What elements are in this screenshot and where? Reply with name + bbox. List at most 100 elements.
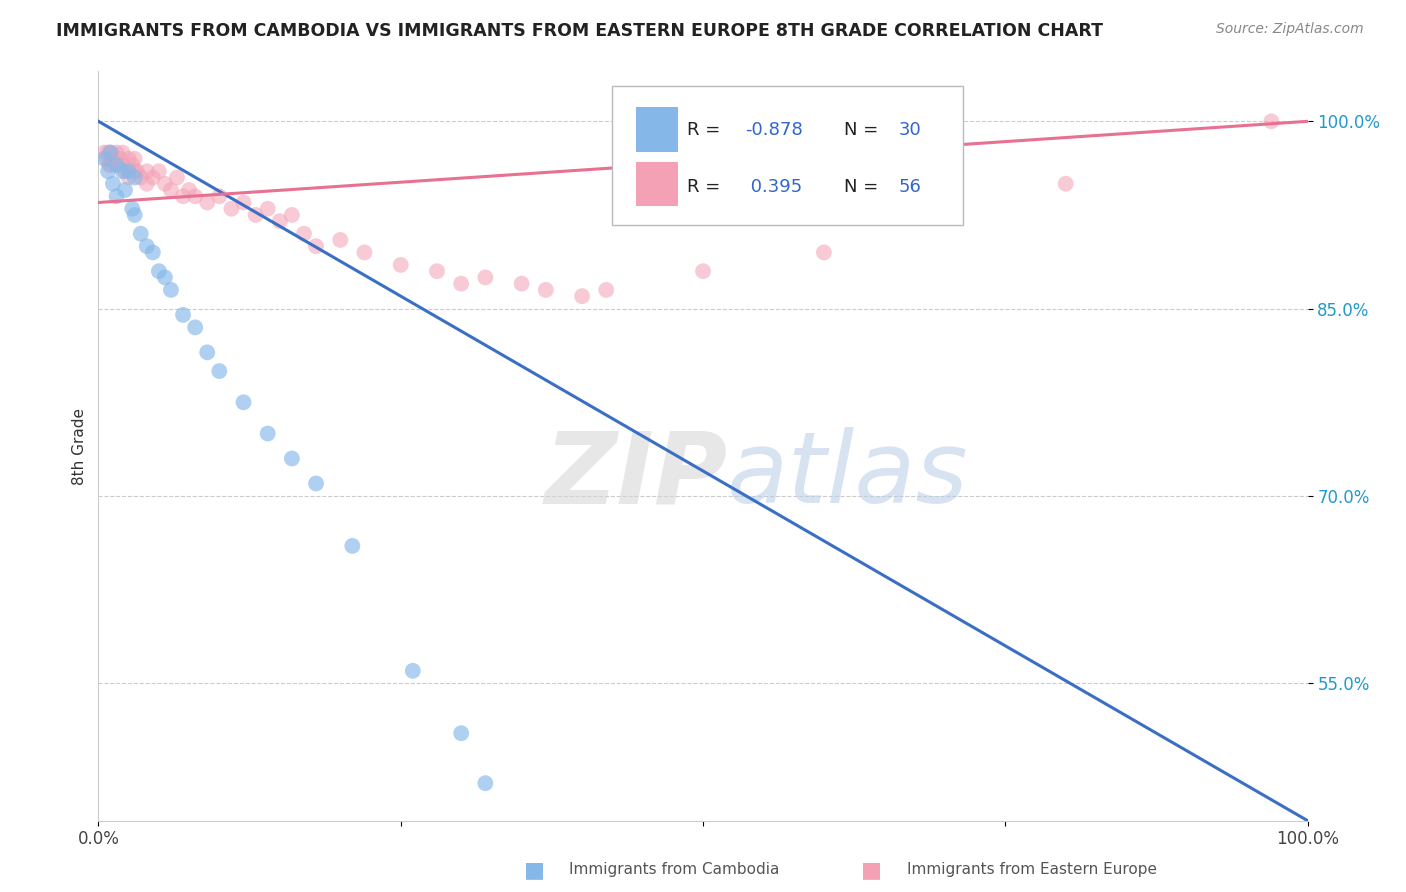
Point bbox=[111, 145, 134, 160]
Point bbox=[450, 726, 472, 740]
Point bbox=[96, 152, 118, 166]
Text: 30: 30 bbox=[898, 120, 922, 139]
Point bbox=[426, 264, 449, 278]
Point bbox=[101, 152, 124, 166]
Text: R =: R = bbox=[688, 120, 727, 139]
Point bbox=[100, 158, 122, 172]
Point bbox=[97, 145, 120, 160]
Point bbox=[813, 245, 835, 260]
Point bbox=[121, 158, 143, 172]
Point bbox=[245, 208, 267, 222]
Text: Source: ZipAtlas.com: Source: ZipAtlas.com bbox=[1216, 22, 1364, 37]
Point bbox=[1054, 177, 1077, 191]
Point bbox=[127, 164, 149, 178]
Point bbox=[160, 183, 183, 197]
Text: -0.878: -0.878 bbox=[745, 120, 803, 139]
Point bbox=[160, 283, 183, 297]
Point bbox=[124, 164, 146, 178]
Point bbox=[98, 158, 121, 172]
Point bbox=[142, 245, 165, 260]
Point bbox=[1260, 114, 1282, 128]
Text: 0.395: 0.395 bbox=[745, 178, 803, 196]
Point bbox=[93, 152, 115, 166]
Point bbox=[166, 170, 188, 185]
Point bbox=[108, 152, 131, 166]
Point bbox=[114, 164, 136, 178]
Point bbox=[232, 195, 254, 210]
Point bbox=[153, 177, 176, 191]
Point bbox=[184, 320, 207, 334]
Point bbox=[118, 152, 141, 166]
Point bbox=[195, 345, 218, 359]
Y-axis label: 8th Grade: 8th Grade bbox=[72, 408, 87, 484]
FancyBboxPatch shape bbox=[637, 162, 678, 206]
Point bbox=[256, 426, 278, 441]
Point bbox=[153, 270, 176, 285]
Text: 56: 56 bbox=[898, 178, 922, 196]
Point bbox=[105, 158, 128, 172]
Point bbox=[118, 164, 141, 178]
Point bbox=[292, 227, 315, 241]
Point bbox=[595, 283, 617, 297]
Point bbox=[105, 145, 128, 160]
Point bbox=[135, 177, 157, 191]
Point bbox=[342, 539, 364, 553]
Point bbox=[305, 239, 328, 253]
Point bbox=[100, 145, 122, 160]
Point bbox=[114, 183, 136, 197]
Point bbox=[129, 227, 152, 241]
Point bbox=[281, 451, 304, 466]
Point bbox=[118, 170, 141, 185]
Text: IMMIGRANTS FROM CAMBODIA VS IMMIGRANTS FROM EASTERN EUROPE 8TH GRADE CORRELATION: IMMIGRANTS FROM CAMBODIA VS IMMIGRANTS F… bbox=[56, 22, 1104, 40]
Point bbox=[329, 233, 352, 247]
Point bbox=[208, 189, 231, 203]
FancyBboxPatch shape bbox=[613, 87, 963, 225]
Point bbox=[221, 202, 243, 216]
Point bbox=[101, 177, 124, 191]
Point bbox=[402, 664, 425, 678]
Point bbox=[450, 277, 472, 291]
Point bbox=[148, 164, 170, 178]
Point bbox=[135, 239, 157, 253]
Point bbox=[184, 189, 207, 203]
Text: Immigrants from Cambodia: Immigrants from Cambodia bbox=[569, 863, 780, 877]
Point bbox=[232, 395, 254, 409]
Text: ■: ■ bbox=[862, 860, 882, 880]
Text: ZIP: ZIP bbox=[544, 427, 727, 524]
Point bbox=[172, 308, 194, 322]
Text: N =: N = bbox=[845, 178, 884, 196]
Text: ■: ■ bbox=[524, 860, 544, 880]
Text: Immigrants from Eastern Europe: Immigrants from Eastern Europe bbox=[907, 863, 1157, 877]
Point bbox=[111, 158, 134, 172]
Point bbox=[534, 283, 557, 297]
Point bbox=[124, 152, 146, 166]
Point bbox=[100, 152, 122, 166]
Point bbox=[93, 145, 115, 160]
Point bbox=[148, 264, 170, 278]
Point bbox=[129, 170, 152, 185]
Point bbox=[105, 158, 128, 172]
Point bbox=[124, 170, 146, 185]
Point bbox=[281, 208, 304, 222]
Point bbox=[179, 183, 201, 197]
Point bbox=[692, 264, 714, 278]
Point bbox=[389, 258, 412, 272]
Point bbox=[571, 289, 593, 303]
Text: N =: N = bbox=[845, 120, 884, 139]
Point bbox=[105, 189, 128, 203]
Point bbox=[510, 277, 533, 291]
Point bbox=[353, 245, 375, 260]
Point bbox=[195, 195, 218, 210]
Point bbox=[97, 164, 120, 178]
FancyBboxPatch shape bbox=[637, 107, 678, 152]
Point bbox=[121, 202, 143, 216]
Point bbox=[474, 270, 496, 285]
Point bbox=[135, 164, 157, 178]
Point bbox=[124, 208, 146, 222]
Point bbox=[208, 364, 231, 378]
Point bbox=[111, 164, 134, 178]
Point bbox=[172, 189, 194, 203]
Point bbox=[474, 776, 496, 790]
Point bbox=[305, 476, 328, 491]
Point bbox=[934, 202, 956, 216]
